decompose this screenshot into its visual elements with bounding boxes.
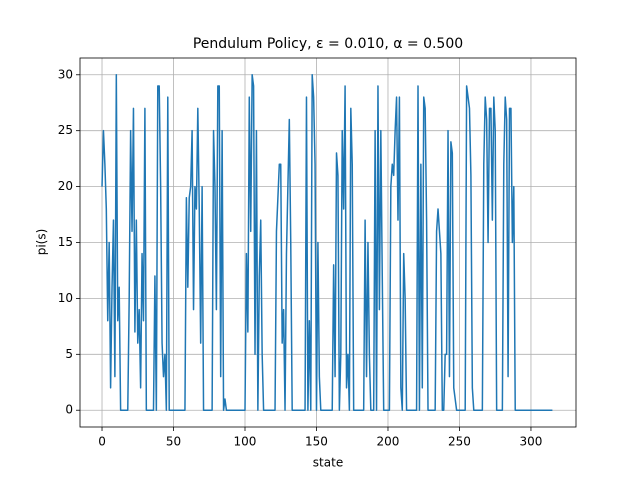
x-tick-label: 250 xyxy=(448,435,471,449)
x-tick-label: 200 xyxy=(377,435,400,449)
y-tick-label: 0 xyxy=(65,403,73,417)
x-tick-label: 150 xyxy=(305,435,328,449)
y-tick-label: 5 xyxy=(65,347,73,361)
plot-frame xyxy=(79,57,577,428)
y-tick-label: 15 xyxy=(58,235,73,249)
x-tick-label: 0 xyxy=(98,435,106,449)
y-tick-label: 25 xyxy=(58,123,73,137)
y-axis-label: pi(s) xyxy=(35,229,49,256)
x-tick-label: 100 xyxy=(234,435,257,449)
x-tick-label: 50 xyxy=(166,435,181,449)
x-tick-label: 300 xyxy=(520,435,543,449)
y-tick-label: 30 xyxy=(58,67,73,81)
y-tick-label: 20 xyxy=(58,179,73,193)
chart-title: Pendulum Policy, ε = 0.010, α = 0.500 xyxy=(193,36,463,52)
y-tick-label: 10 xyxy=(58,291,73,305)
data-line xyxy=(101,74,553,411)
x-axis-label: state xyxy=(313,456,343,470)
